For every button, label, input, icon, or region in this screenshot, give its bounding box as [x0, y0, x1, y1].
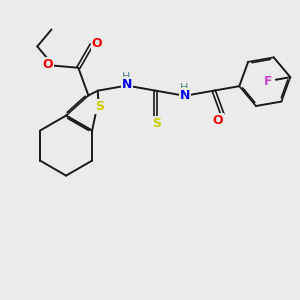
Text: F: F [264, 74, 273, 88]
Text: H: H [180, 82, 189, 92]
Text: N: N [122, 79, 132, 92]
Text: S: S [152, 117, 161, 130]
Text: H: H [122, 72, 131, 82]
Text: O: O [43, 58, 53, 70]
Text: O: O [92, 37, 102, 50]
Text: N: N [180, 89, 190, 102]
Text: O: O [213, 114, 223, 127]
Text: S: S [95, 100, 104, 113]
